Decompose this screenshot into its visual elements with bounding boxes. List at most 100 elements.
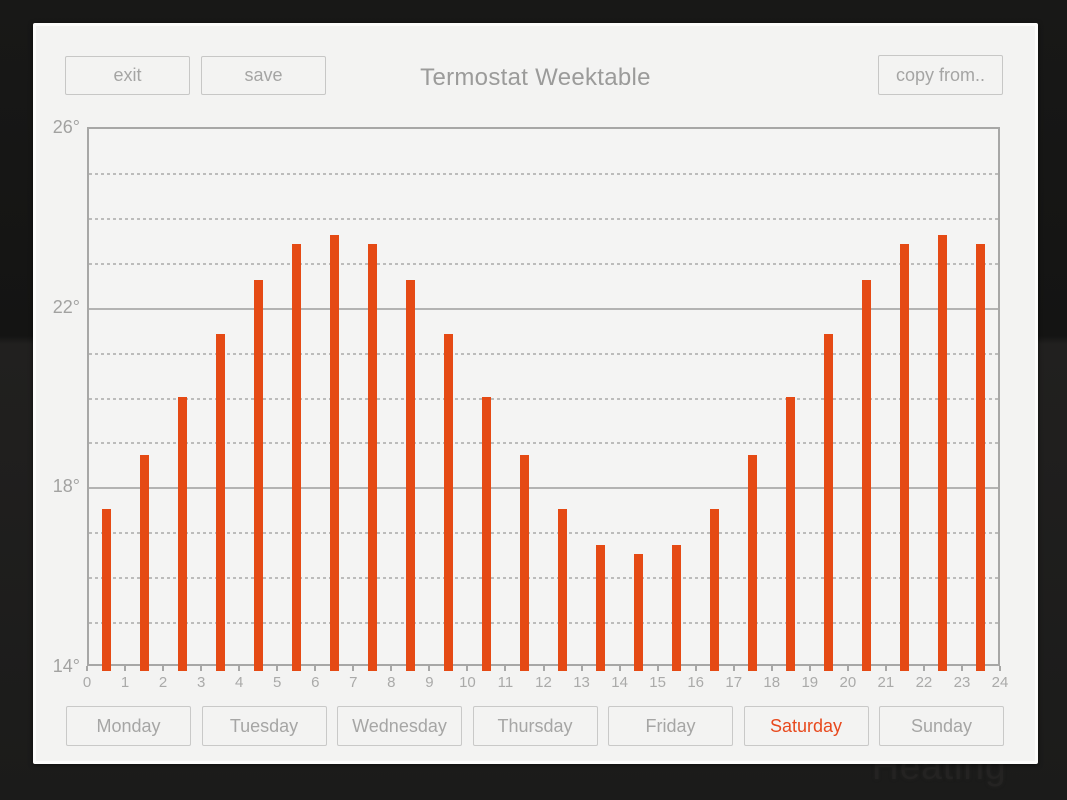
- temperature-bar-hour-7[interactable]: [367, 243, 377, 671]
- temperature-bar-hour-22[interactable]: [938, 234, 948, 671]
- x-axis-tick-22: [922, 666, 925, 671]
- x-axis-label-24: 24: [991, 674, 1009, 691]
- x-axis-label-1: 1: [120, 674, 130, 691]
- y-axis-label-18: 18°: [52, 476, 80, 497]
- temperature-bar-hour-11[interactable]: [519, 454, 529, 671]
- x-axis-tick-11: [504, 666, 507, 671]
- temperature-bar-hour-17[interactable]: [748, 454, 758, 671]
- exit-button[interactable]: exit: [65, 56, 190, 95]
- temperature-bar-hour-1[interactable]: [139, 454, 149, 671]
- gridline-dashed-20: [89, 397, 998, 400]
- day-tab-friday[interactable]: Friday: [608, 706, 733, 746]
- x-axis-label-6: 6: [311, 674, 320, 691]
- x-axis-tick-6: [314, 666, 317, 671]
- x-axis-tick-15: [656, 666, 659, 671]
- temperature-chart-plot-area[interactable]: [87, 127, 1000, 666]
- x-axis-tick-13: [580, 666, 583, 671]
- temperature-bar-hour-5[interactable]: [291, 243, 301, 671]
- day-tab-wednesday[interactable]: Wednesday: [337, 706, 462, 746]
- x-axis-tick-9: [428, 666, 431, 671]
- x-axis-label-16: 16: [687, 674, 704, 691]
- x-axis-tick-4: [238, 666, 241, 671]
- x-axis-tick-20: [846, 666, 849, 671]
- x-axis-label-4: 4: [234, 674, 244, 691]
- x-axis-tick-8: [390, 666, 393, 671]
- x-axis-label-9: 9: [425, 674, 434, 691]
- day-tab-thursday[interactable]: Thursday: [472, 706, 598, 746]
- x-axis-label-21: 21: [877, 674, 895, 691]
- x-axis-tick-21: [884, 666, 887, 671]
- x-axis-label-18: 18: [763, 674, 781, 691]
- x-axis-label-17: 17: [725, 674, 743, 691]
- x-axis-label-12: 12: [535, 674, 552, 691]
- temperature-bar-hour-0[interactable]: [101, 508, 111, 671]
- gridline-dashed-21: [89, 352, 998, 355]
- gridline-dashed-19: [89, 442, 998, 445]
- day-tab-sunday[interactable]: Sunday: [879, 706, 1004, 746]
- temperature-bar-hour-23[interactable]: [976, 243, 986, 671]
- day-tab-monday[interactable]: Monday: [66, 706, 191, 746]
- x-axis-label-13: 13: [573, 674, 590, 691]
- thermostat-weektable-window: exit save Termostat Weektable copy from.…: [33, 23, 1038, 764]
- temperature-bar-hour-9[interactable]: [443, 333, 453, 671]
- temperature-bar-hour-19[interactable]: [824, 333, 834, 671]
- temperature-bar-hour-13[interactable]: [596, 544, 606, 671]
- x-axis-tick-2: [162, 666, 165, 671]
- x-axis-label-19: 19: [801, 674, 819, 691]
- x-axis-tick-23: [960, 666, 963, 671]
- y-axis-label-26: 26°: [52, 117, 80, 137]
- x-axis-tick-18: [770, 666, 773, 671]
- x-axis-label-14: 14: [611, 674, 628, 691]
- x-axis-label-23: 23: [953, 674, 971, 691]
- save-button[interactable]: save: [201, 56, 326, 95]
- x-axis-label-5: 5: [273, 674, 282, 691]
- y-axis-label-22: 22°: [52, 296, 80, 317]
- x-axis-label-11: 11: [497, 674, 514, 691]
- gridline-dashed-24: [89, 217, 998, 220]
- temperature-bar-hour-20[interactable]: [862, 279, 872, 671]
- x-axis-label-7: 7: [349, 674, 358, 691]
- temperature-bar-hour-12[interactable]: [558, 508, 568, 671]
- x-axis-tick-0: [86, 666, 88, 671]
- gridline-dashed-23: [89, 262, 998, 265]
- temperature-bar-hour-6[interactable]: [329, 234, 339, 671]
- temperature-bar-hour-10[interactable]: [481, 396, 491, 671]
- x-axis-tick-1: [124, 666, 127, 671]
- x-axis-tick-5: [276, 666, 279, 671]
- gridline-solid-18: [89, 487, 998, 490]
- x-axis-label-20: 20: [839, 674, 857, 691]
- temperature-bar-hour-2[interactable]: [177, 396, 187, 671]
- x-axis-label-22: 22: [915, 674, 933, 691]
- x-axis-label-8: 8: [387, 674, 396, 691]
- x-axis-tick-14: [618, 666, 621, 671]
- x-axis-tick-3: [200, 666, 203, 671]
- x-axis-tick-12: [542, 666, 545, 671]
- gridline-dashed-25: [89, 172, 998, 175]
- temperature-bar-hour-16[interactable]: [710, 508, 720, 671]
- day-tab-saturday[interactable]: Saturday: [743, 706, 869, 746]
- page-title: Termostat Weektable: [420, 64, 651, 91]
- x-axis-tick-19: [808, 666, 811, 671]
- temperature-bar-hour-15[interactable]: [672, 544, 682, 671]
- x-axis-label-2: 2: [158, 674, 168, 691]
- gridline-dashed-17: [89, 532, 998, 535]
- temperature-bar-hour-3[interactable]: [215, 333, 225, 671]
- y-axis-label-14: 14°: [52, 656, 80, 676]
- copy-from-button[interactable]: copy from..: [878, 55, 1003, 95]
- temperature-bar-hour-21[interactable]: [900, 243, 910, 671]
- x-axis-label-3: 3: [196, 674, 206, 691]
- temperature-bar-hour-18[interactable]: [786, 396, 796, 671]
- temperature-bar-hour-14[interactable]: [634, 553, 644, 671]
- x-axis-tick-16: [694, 666, 697, 671]
- x-axis-tick-24: [999, 666, 1001, 671]
- temperature-bar-hour-8[interactable]: [405, 279, 415, 671]
- x-axis-label-15: 15: [649, 674, 666, 691]
- gridline-solid-22: [89, 307, 998, 310]
- x-axis-label-10: 10: [459, 674, 476, 691]
- gridline-dashed-16: [89, 577, 998, 580]
- x-axis-label-0: 0: [82, 674, 92, 691]
- temperature-bar-hour-4[interactable]: [253, 279, 263, 671]
- gridline-dashed-15: [89, 622, 998, 625]
- day-tab-tuesday[interactable]: Tuesday: [201, 706, 327, 746]
- x-axis-tick-17: [732, 666, 735, 671]
